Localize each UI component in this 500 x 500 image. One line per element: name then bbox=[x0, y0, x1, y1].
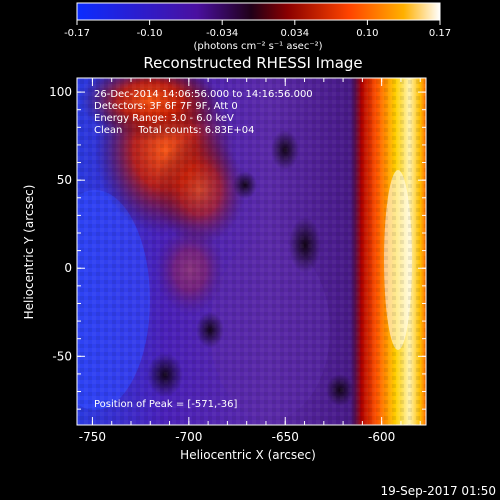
x-tick-label: -650 bbox=[272, 430, 299, 444]
clean-counts-text: Clean Total counts: 6.83E+04 bbox=[94, 125, 254, 136]
y-tick-label: 100 bbox=[49, 85, 72, 99]
colorbar-tick-label: 0.17 bbox=[429, 28, 451, 39]
y-axis-label: Heliocentric Y (arcsec) bbox=[22, 185, 36, 320]
x-tick-label: -600 bbox=[368, 430, 395, 444]
colorbar-tick-label: -0.034 bbox=[206, 28, 238, 39]
rhessi-image bbox=[77, 78, 426, 425]
detectors-text: Detectors: 3F 6F 7F 9F, Att 0 bbox=[94, 101, 238, 112]
colorbar-gradient bbox=[76, 2, 441, 21]
energy-range-text: Energy Range: 3.0 - 6.0 keV bbox=[94, 113, 234, 124]
plot-title: Reconstructed RHESSI Image bbox=[143, 54, 362, 72]
colorbar-units-label: (photons cm⁻² s⁻¹ asec⁻²) bbox=[193, 41, 322, 52]
x-axis-label: Heliocentric X (arcsec) bbox=[180, 448, 316, 462]
colorbar-tick-label: 0.034 bbox=[280, 28, 309, 39]
y-axis: 100 50 0 -50 bbox=[49, 85, 426, 410]
y-tick-label: 50 bbox=[57, 173, 72, 187]
x-axis: -750 -700 -650 -600 bbox=[79, 78, 421, 444]
colorbar-ticks: -0.17 -0.10 -0.034 0.034 0.10 0.17 bbox=[64, 20, 451, 39]
image-info: 26-Dec-2014 14:06:56.000 to 14:16:56.000… bbox=[94, 89, 313, 410]
y-tick-label: -50 bbox=[52, 349, 72, 363]
colorbar: -0.17 -0.10 -0.034 0.034 0.10 0.17 (photons c… bbox=[64, 2, 451, 52]
footer-timestamp: 19-Sep-2017 01:50 bbox=[381, 484, 496, 498]
colorbar-tick-label: -0.17 bbox=[64, 28, 90, 39]
plot-frame bbox=[76, 77, 427, 426]
y-tick-label: 0 bbox=[64, 261, 72, 275]
x-tick-label: -700 bbox=[175, 430, 202, 444]
time-range-text: 26-Dec-2014 14:06:56.000 to 14:16:56.000 bbox=[94, 89, 313, 100]
x-tick-label: -750 bbox=[79, 430, 106, 444]
colorbar-tick-label: 0.10 bbox=[356, 28, 378, 39]
colorbar-tick-label: -0.10 bbox=[137, 28, 163, 39]
peak-position-text: Position of Peak = [-571,-36] bbox=[94, 399, 238, 410]
